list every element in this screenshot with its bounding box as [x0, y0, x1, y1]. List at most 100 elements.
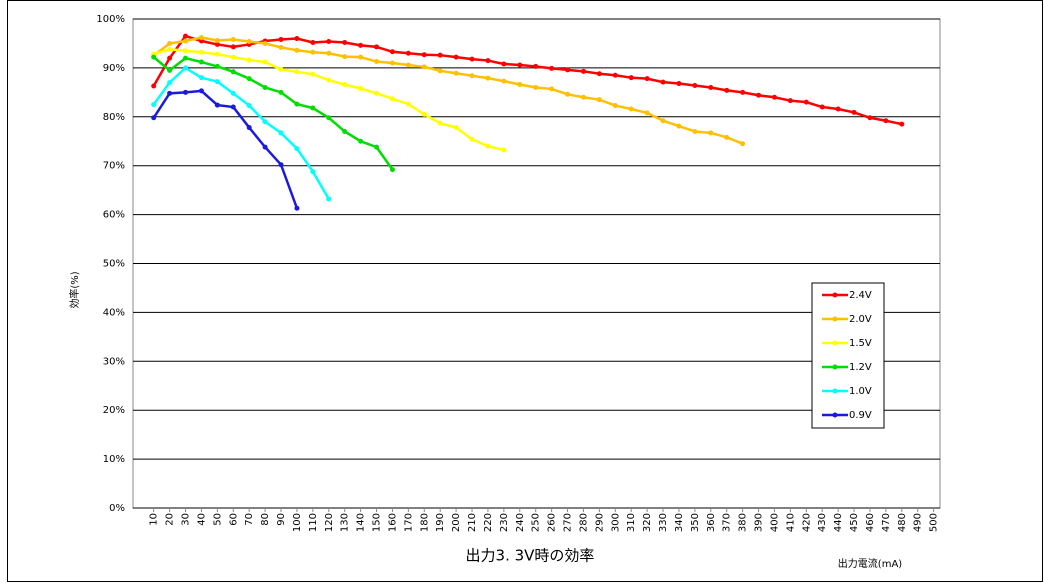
data-point	[310, 169, 316, 175]
x-tick-label: 390	[754, 513, 765, 532]
x-tick-label: 360	[706, 513, 717, 532]
data-point	[326, 115, 332, 121]
data-point	[198, 59, 204, 65]
data-point	[612, 72, 618, 78]
data-point	[867, 115, 873, 121]
data-point	[326, 50, 332, 56]
data-point	[246, 76, 252, 82]
data-point	[405, 50, 411, 56]
data-point	[214, 63, 220, 69]
x-tick-label: 200	[451, 513, 462, 532]
data-point	[405, 101, 411, 107]
data-point	[819, 104, 825, 110]
data-point	[198, 35, 204, 41]
data-point	[899, 121, 905, 127]
data-point	[437, 52, 443, 58]
data-point	[517, 62, 523, 68]
data-point	[358, 85, 364, 91]
legend-marker	[832, 388, 838, 394]
data-point	[644, 110, 650, 116]
data-point	[262, 40, 268, 46]
x-tick-label: 250	[531, 513, 542, 532]
data-point	[549, 65, 555, 71]
data-point	[230, 44, 236, 50]
data-point	[437, 68, 443, 74]
data-point	[230, 69, 236, 75]
data-point	[708, 84, 714, 90]
data-point	[549, 86, 555, 92]
data-point	[374, 44, 380, 50]
x-tick-label: 270	[563, 513, 574, 532]
x-axis-label: 出力電流(mA)	[838, 557, 902, 570]
data-point	[151, 102, 157, 108]
data-point	[421, 64, 427, 70]
series-line	[152, 66, 330, 200]
data-point	[771, 94, 777, 100]
data-point	[342, 128, 348, 134]
x-tick-label: 50	[212, 513, 223, 526]
data-point	[580, 68, 586, 74]
y-tick-label: 30%	[103, 356, 125, 367]
y-tick-label: 20%	[103, 405, 125, 416]
x-tick-label: 130	[340, 513, 351, 532]
data-point	[421, 52, 427, 58]
data-point	[326, 38, 332, 44]
data-point	[389, 60, 395, 66]
data-point	[358, 42, 364, 48]
data-point	[405, 62, 411, 68]
x-tick-label: 380	[738, 513, 749, 532]
x-tick-label: 400	[769, 513, 780, 532]
x-tick-label: 290	[594, 513, 605, 532]
data-point	[310, 105, 316, 111]
x-tick-label: 70	[244, 513, 255, 526]
data-point	[294, 47, 300, 53]
data-point	[214, 79, 220, 85]
x-tick-label: 140	[356, 513, 367, 532]
x-tick-label: 350	[690, 513, 701, 532]
x-tick-label: 90	[276, 513, 287, 526]
data-point	[167, 67, 173, 73]
data-point	[183, 65, 189, 71]
data-point	[326, 196, 332, 202]
data-point	[596, 97, 602, 103]
data-point	[485, 58, 491, 64]
x-tick-label: 470	[881, 513, 892, 532]
data-point	[246, 125, 252, 131]
data-point	[198, 49, 204, 55]
data-point	[278, 44, 284, 50]
data-point	[517, 82, 523, 88]
data-point	[740, 141, 746, 147]
x-tick-label: 60	[228, 513, 239, 526]
x-tick-label: 450	[849, 513, 860, 532]
series-line	[152, 34, 903, 126]
series-line	[152, 56, 394, 171]
legend-marker	[832, 412, 838, 418]
x-tick-label: 500	[929, 513, 940, 532]
data-point	[453, 125, 459, 131]
data-point	[374, 90, 380, 96]
x-tick-label: 190	[435, 513, 446, 532]
data-point	[692, 83, 698, 89]
data-point	[612, 103, 618, 109]
x-tick-label: 330	[658, 513, 669, 532]
data-point	[660, 118, 666, 124]
data-point	[660, 79, 666, 85]
x-tick-label: 490	[913, 513, 924, 532]
data-point	[278, 130, 284, 136]
y-tick-label: 50%	[103, 259, 125, 270]
data-point	[580, 94, 586, 100]
legend-marker	[832, 316, 838, 322]
legend-box	[811, 282, 885, 429]
data-point	[246, 38, 252, 44]
data-point	[501, 61, 507, 67]
data-point	[358, 138, 364, 144]
series-line	[152, 89, 299, 209]
data-point	[565, 91, 571, 97]
data-point	[183, 48, 189, 54]
x-tick-label: 110	[308, 513, 319, 532]
data-point	[183, 38, 189, 44]
x-tick-label: 210	[467, 513, 478, 532]
x-tick-label: 80	[260, 513, 271, 526]
